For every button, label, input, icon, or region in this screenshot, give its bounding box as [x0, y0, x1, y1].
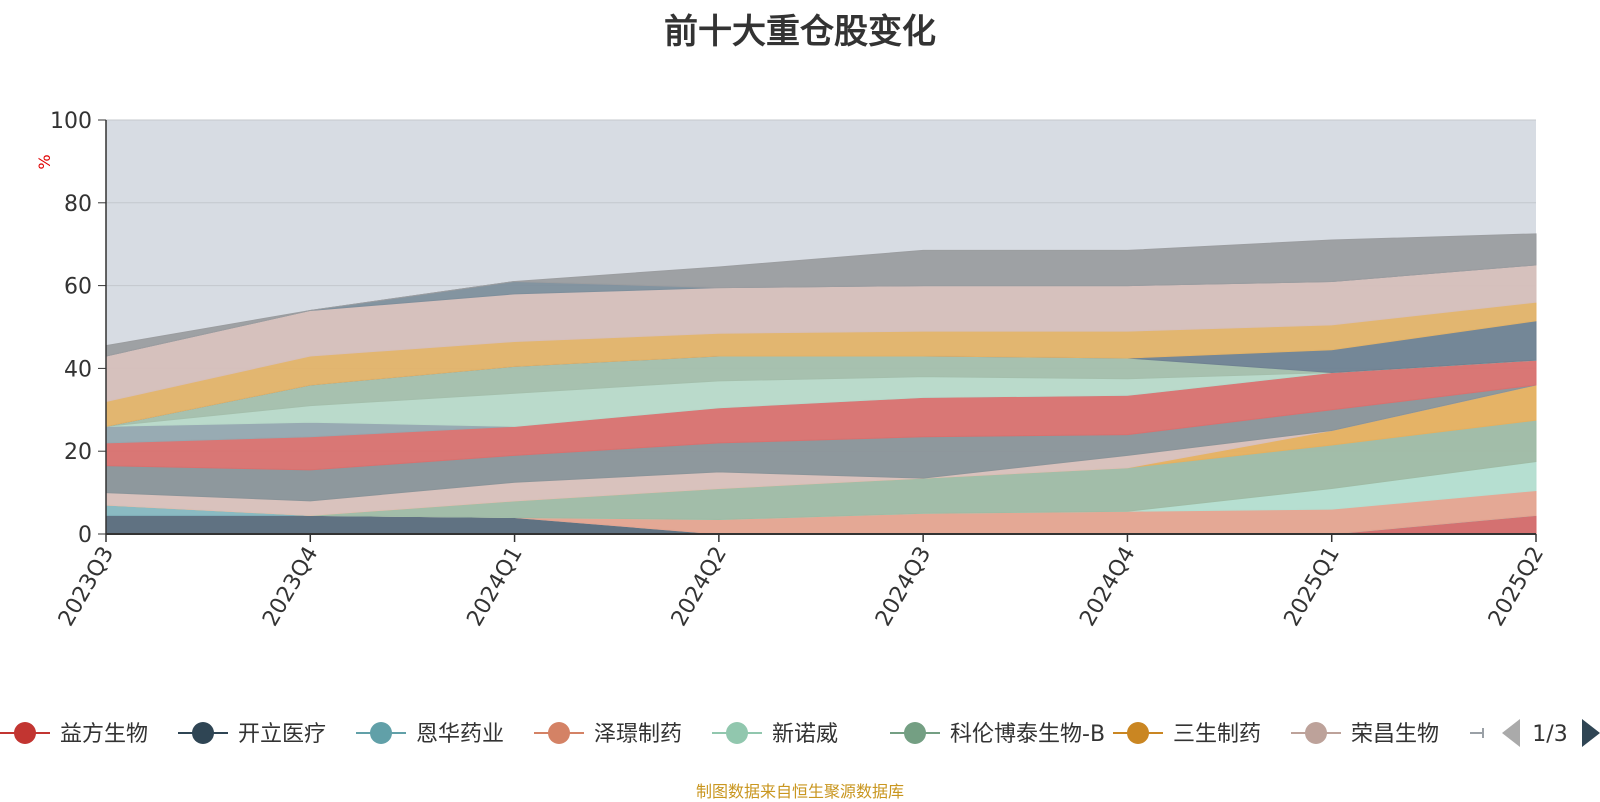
legend-marker: [1127, 722, 1149, 744]
area-series-18: [105, 233, 1537, 357]
legend-marker: [192, 722, 214, 744]
y-tick-label: 40: [64, 357, 92, 382]
x-tick-label: 2024Q3: [871, 543, 936, 631]
legend-label: 科伦博泰生物-B: [950, 722, 1105, 747]
x-tick-label: 2025Q1: [1280, 543, 1345, 631]
y-tick-label: 0: [78, 523, 92, 548]
legend-marker: [904, 722, 926, 744]
legend-label: 三生制药: [1173, 722, 1261, 747]
chart-title: 前十大重仓股变化: [664, 12, 936, 52]
x-tick-label: 2023Q4: [258, 543, 323, 631]
legend-item[interactable]: 新诺威: [712, 722, 838, 747]
legend-next-page-icon[interactable]: [1582, 719, 1600, 747]
legend-prev-page-icon[interactable]: [1502, 719, 1520, 747]
legend-item[interactable]: 开立医疗: [178, 722, 326, 747]
legend-marker: [726, 722, 748, 744]
x-tick-label: 2024Q2: [667, 543, 732, 631]
legend-item[interactable]: 泽璟制药: [534, 722, 682, 747]
legend-page-indicator: 1/3: [1532, 722, 1567, 747]
x-tick-label: 2023Q3: [54, 543, 119, 631]
legend-label: 开立医疗: [238, 722, 326, 747]
legend-marker: [1305, 722, 1327, 744]
legend-label: 荣昌生物: [1351, 722, 1439, 747]
y-tick-label: 80: [64, 192, 92, 217]
axes: [105, 120, 1536, 535]
y-tick-label: 60: [64, 275, 92, 300]
legend-item[interactable]: 三生制药: [1113, 722, 1261, 747]
legend-marker: [548, 722, 570, 744]
x-tick-label: 2024Q4: [1075, 543, 1140, 631]
y-tick-label: 20: [64, 440, 92, 465]
legend-label: 恩华药业: [416, 722, 504, 747]
y-axis-label: %: [35, 154, 54, 169]
legend-marker: [14, 722, 36, 744]
y-tick-label: 100: [50, 109, 92, 134]
legend-label: 泽璟制药: [594, 722, 682, 747]
legend-label: 新诺威: [772, 722, 838, 747]
x-tick-label: 2024Q1: [462, 543, 527, 631]
legend-item[interactable]: 荣昌生物: [1291, 722, 1439, 747]
legend-item[interactable]: 科伦博泰生物-B: [890, 722, 1105, 747]
legend-label: 益方生物: [60, 722, 148, 747]
legend-item[interactable]: 益方生物: [0, 722, 148, 747]
x-tick-label: 2025Q2: [1484, 543, 1549, 631]
legend-item[interactable]: 恩华药业: [356, 722, 504, 747]
legend: 益方生物 开立医疗 恩华药业 泽璟制药 新诺威 科伦博泰生物-B 三生制药 荣昌生物 1/3: [0, 719, 1600, 747]
legend-marker: [370, 722, 392, 744]
source-note: 制图数据来自恒生聚源数据库: [695, 782, 904, 801]
